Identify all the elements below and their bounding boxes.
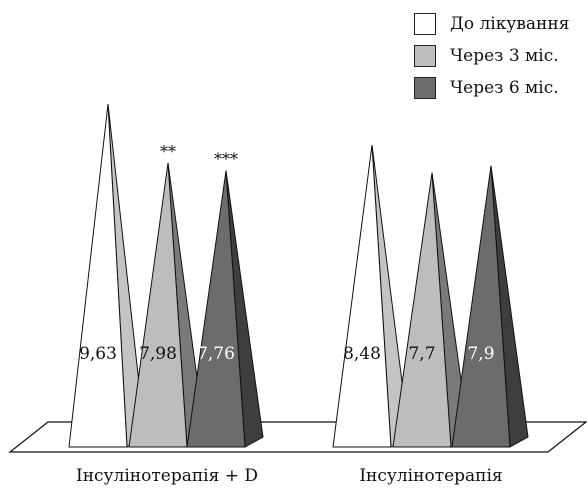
legend-item-before: До лікування [414, 8, 569, 40]
legend-item-3-months: Через 3 міс. [414, 40, 569, 72]
data-label: 9,63 [79, 344, 117, 364]
legend-swatch-before [414, 13, 436, 35]
bar [68, 104, 128, 448]
category-label-0: Інсулінотерапія + D [76, 466, 258, 486]
bar [392, 172, 452, 448]
bar-group: 9,63 7,98 7,76 8,48 7,7 7,9** *** [68, 104, 529, 448]
data-label: 7,9 [467, 344, 494, 364]
legend-label-6-months: Через 6 міс. [450, 78, 559, 98]
data-label: 7,7 [408, 344, 435, 364]
bar [186, 170, 246, 448]
data-label: 7,76 [197, 344, 235, 364]
data-label: 8,48 [343, 344, 381, 364]
significance-annotation: ** [160, 142, 176, 161]
legend-label-3-months: Через 3 міс. [450, 46, 559, 66]
category-label-1: Інсулінотерапія [359, 466, 502, 486]
significance-annotation: *** [214, 150, 238, 169]
legend-label-before: До лікування [450, 14, 570, 34]
legend-item-6-months: Через 6 міс. [414, 72, 569, 104]
bar [451, 165, 511, 448]
legend-swatch-6-months [414, 77, 436, 99]
legend-swatch-3-months [414, 45, 436, 67]
data-label: 7,98 [139, 344, 177, 364]
legend: До лікування Через 3 міс. Через 6 міс. [414, 8, 569, 104]
bar [332, 145, 392, 448]
bar [128, 162, 188, 448]
